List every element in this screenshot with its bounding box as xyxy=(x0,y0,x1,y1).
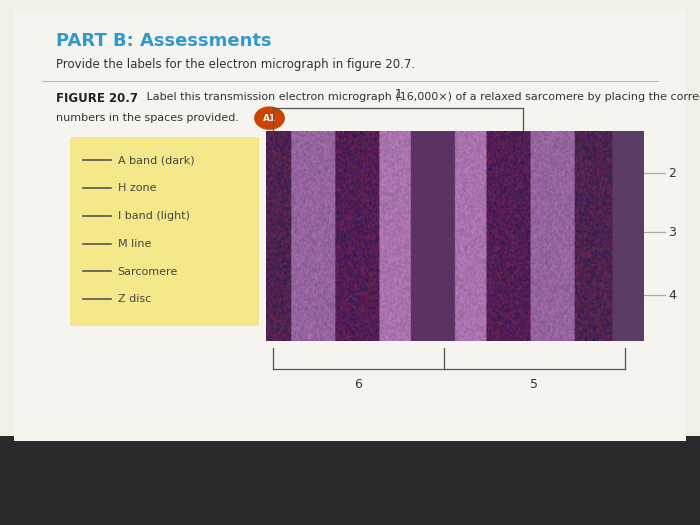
Bar xyxy=(70,136,259,326)
Text: Sarcomere: Sarcomere xyxy=(118,267,178,277)
Text: 2: 2 xyxy=(668,167,676,180)
Text: 3: 3 xyxy=(668,226,676,238)
Text: FIGURE 20.7: FIGURE 20.7 xyxy=(56,92,138,105)
Text: numbers in the spaces provided.: numbers in the spaces provided. xyxy=(56,113,239,123)
Text: H zone: H zone xyxy=(118,183,156,193)
Text: 4: 4 xyxy=(668,289,676,301)
Text: 6: 6 xyxy=(354,378,363,391)
Text: 5: 5 xyxy=(531,378,538,391)
Text: I band (light): I band (light) xyxy=(118,211,190,221)
Text: Z disc: Z disc xyxy=(118,295,151,304)
Bar xyxy=(0,436,700,525)
Text: PART B: Assessments: PART B: Assessments xyxy=(56,32,272,49)
Text: Label this transmission electron micrograph (16,000×) of a relaxed sarcomere by : Label this transmission electron microgr… xyxy=(136,92,700,102)
Text: M line: M line xyxy=(118,239,151,249)
Text: 1: 1 xyxy=(394,88,402,101)
Text: A band (dark): A band (dark) xyxy=(118,155,194,165)
Text: A1: A1 xyxy=(263,113,276,123)
Text: Provide the labels for the electron micrograph in figure 20.7.: Provide the labels for the electron micr… xyxy=(56,58,415,71)
Circle shape xyxy=(255,107,284,129)
Bar xyxy=(14,10,686,441)
